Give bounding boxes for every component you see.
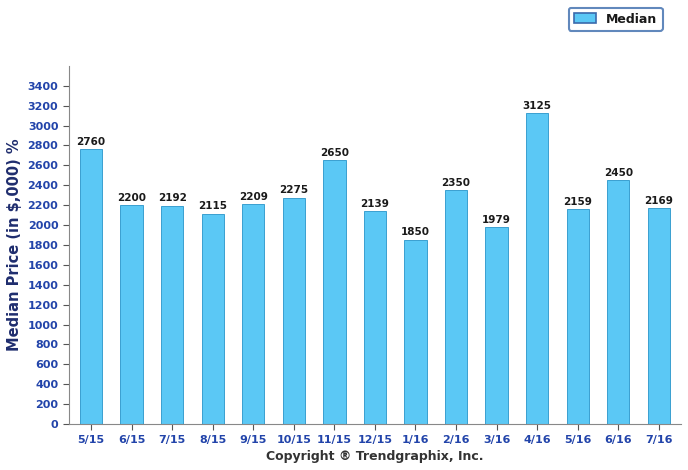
Bar bbox=[242, 204, 264, 424]
Bar bbox=[161, 206, 183, 424]
Text: 2760: 2760 bbox=[76, 137, 106, 147]
Bar bbox=[120, 205, 143, 424]
Bar bbox=[486, 227, 508, 424]
Y-axis label: Median Price (in $,000) %: Median Price (in $,000) % bbox=[7, 139, 22, 351]
Bar bbox=[283, 198, 305, 424]
Text: 1979: 1979 bbox=[482, 215, 511, 225]
Text: 2450: 2450 bbox=[603, 168, 633, 178]
Bar bbox=[566, 209, 589, 424]
Text: 2209: 2209 bbox=[239, 192, 268, 202]
Bar bbox=[202, 213, 224, 424]
Text: 2200: 2200 bbox=[117, 193, 146, 203]
Text: 2139: 2139 bbox=[361, 199, 389, 209]
Legend: Median: Median bbox=[569, 8, 663, 31]
Text: 2650: 2650 bbox=[320, 148, 349, 158]
Text: 1850: 1850 bbox=[401, 227, 430, 237]
Text: 2159: 2159 bbox=[563, 197, 592, 207]
Text: 2169: 2169 bbox=[645, 196, 673, 206]
Text: 2350: 2350 bbox=[442, 178, 471, 188]
Bar bbox=[80, 149, 103, 424]
Text: 2275: 2275 bbox=[279, 185, 308, 195]
Bar bbox=[647, 208, 670, 424]
Text: 2192: 2192 bbox=[158, 194, 186, 204]
Bar bbox=[364, 211, 386, 424]
Bar bbox=[323, 160, 345, 424]
Bar bbox=[445, 190, 467, 424]
X-axis label: Copyright ® Trendgraphix, Inc.: Copyright ® Trendgraphix, Inc. bbox=[266, 450, 484, 463]
Text: 3125: 3125 bbox=[523, 101, 552, 110]
Text: 2115: 2115 bbox=[198, 201, 227, 211]
Bar bbox=[405, 240, 427, 424]
Bar bbox=[607, 180, 630, 424]
Bar bbox=[526, 113, 548, 424]
